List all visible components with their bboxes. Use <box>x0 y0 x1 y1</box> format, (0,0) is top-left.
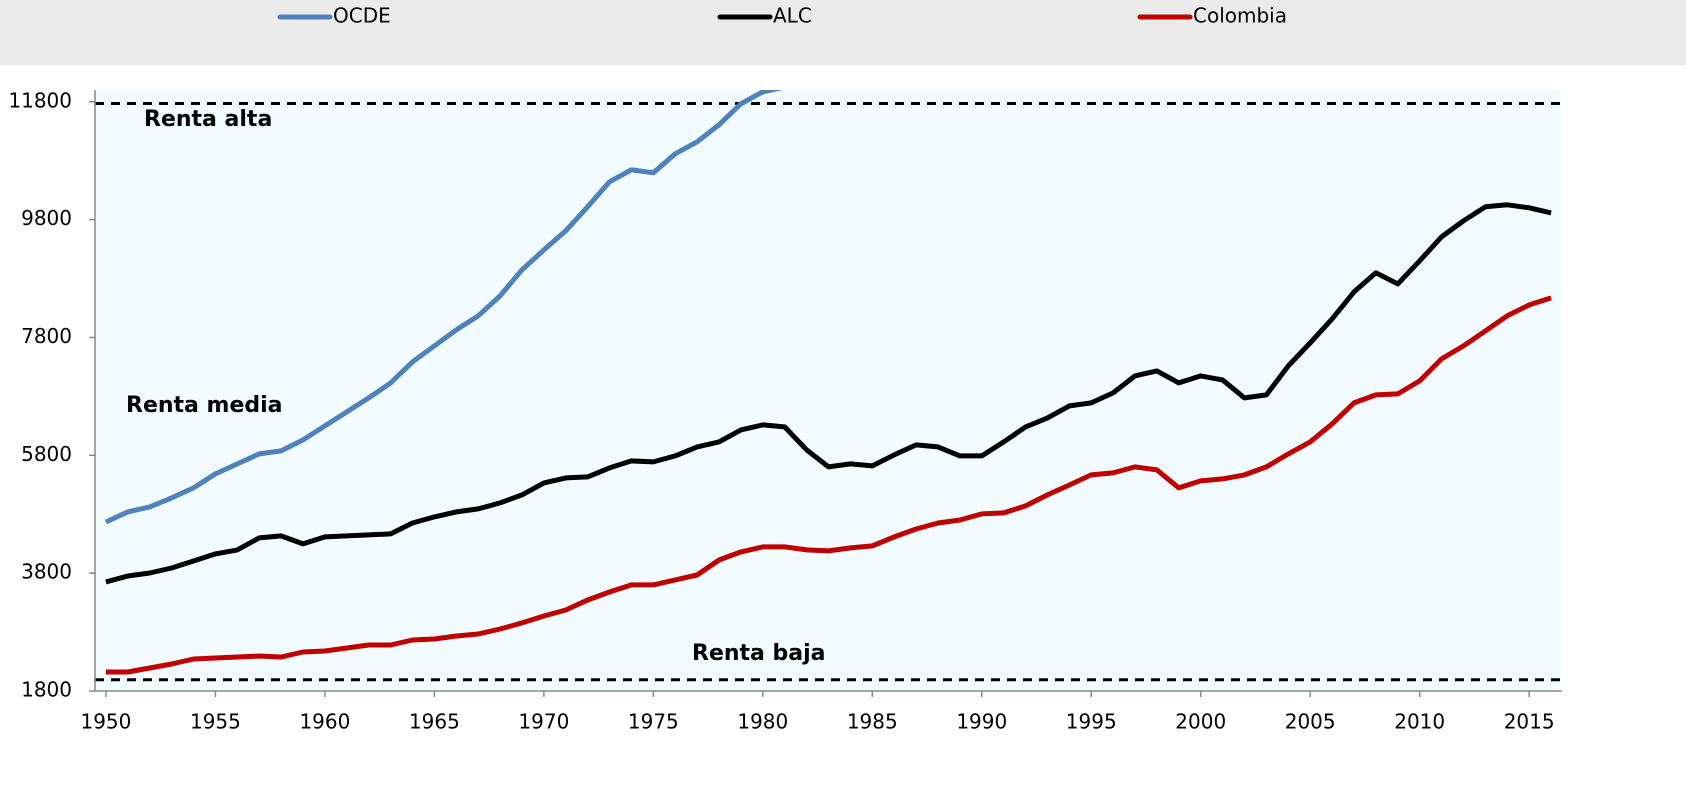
plot-area <box>95 90 1562 691</box>
x-tick-label: 1965 <box>409 710 460 734</box>
x-tick-label: 1955 <box>190 710 241 734</box>
y-tick-label: 5800 <box>21 442 72 466</box>
x-tick-label: 2005 <box>1285 710 1336 734</box>
series-group <box>104 90 1552 675</box>
legend-label: OCDE <box>333 4 391 28</box>
series-line <box>105 295 1552 675</box>
x-tick-label: 2015 <box>1504 710 1555 734</box>
legend-band <box>0 0 1686 65</box>
x-tick-label: 1970 <box>518 710 569 734</box>
x-tick-label: 1980 <box>737 710 788 734</box>
series-line <box>105 202 1552 585</box>
x-tick-label: 1990 <box>956 710 1007 734</box>
y-tick-label: 7800 <box>21 324 72 348</box>
y-tick-label: 9800 <box>21 206 72 230</box>
legend-label: ALC <box>773 4 812 28</box>
y-tick-label: 11800 <box>8 88 72 112</box>
legend-label: Colombia <box>1193 4 1287 28</box>
x-tick-label: 1985 <box>847 710 898 734</box>
series-line <box>104 90 784 525</box>
y-tick-label: 3800 <box>21 560 72 584</box>
x-tick-label: 1975 <box>628 710 679 734</box>
x-tick-label: 1960 <box>299 710 350 734</box>
x-tick-label: 1950 <box>80 710 131 734</box>
x-tick-label: 2010 <box>1394 710 1445 734</box>
annotation: Renta alta <box>144 107 272 132</box>
annotation: Renta media <box>126 393 283 418</box>
annotation: Renta baja <box>692 641 826 666</box>
y-tick-label: 1800 <box>21 678 72 702</box>
x-tick-label: 2000 <box>1175 710 1226 734</box>
x-tick-label: 1995 <box>1066 710 1117 734</box>
